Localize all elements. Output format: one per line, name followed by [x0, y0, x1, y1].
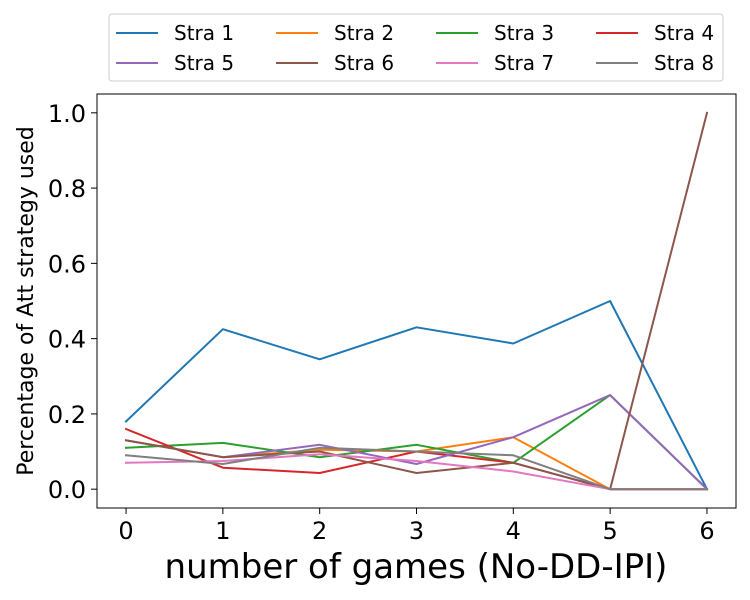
- y-tick-label: 0.6: [48, 250, 86, 278]
- legend-label-3: Stra 3: [494, 21, 554, 45]
- x-tick-label: 1: [215, 517, 230, 545]
- legend-label-2: Stra 2: [334, 21, 394, 45]
- legend-box: [108, 13, 724, 82]
- y-tick-label: 0.2: [48, 401, 86, 429]
- series-line-1: [124, 300, 709, 491]
- series-line-8: [124, 446, 708, 491]
- y-tick-label: 0.0: [48, 476, 86, 504]
- series-line-3: [124, 394, 709, 491]
- series-line-7: [124, 453, 708, 491]
- y-tick-label: 1.0: [48, 100, 86, 128]
- plot-area: 0 1 2 3 4 5 6 0.0 0.2 0.4 0.6 0.8 1.0: [48, 93, 737, 545]
- series-line-5: [124, 394, 709, 491]
- x-tick-label: 6: [699, 517, 714, 545]
- series-line-6: [124, 111, 709, 491]
- y-axis-label: Percentage of Att strategy used: [14, 126, 39, 476]
- legend-label-4: Stra 4: [654, 21, 714, 45]
- x-axis-label: number of games (No-DD-IPI): [165, 547, 668, 587]
- legend-label-1: Stra 1: [174, 21, 234, 45]
- series-line-4: [124, 427, 708, 491]
- x-tick-label: 2: [312, 517, 327, 545]
- x-tick-label: 4: [506, 517, 521, 545]
- legend-label-7: Stra 7: [494, 51, 554, 75]
- x-tick-label: 3: [409, 517, 424, 545]
- legend-label-5: Stra 5: [174, 51, 234, 75]
- y-tick-label: 0.4: [48, 326, 86, 354]
- legend-label-8: Stra 8: [654, 51, 714, 75]
- y-tick-label: 0.8: [48, 175, 86, 203]
- x-tick-label: 0: [118, 517, 133, 545]
- legend-label-6: Stra 6: [334, 51, 394, 75]
- x-tick-label: 5: [602, 517, 617, 545]
- legend: Stra 1 Stra 2 Stra 3 Stra 4 Stra 5 Stra 6 Stra…: [108, 13, 724, 82]
- plot-frame: [96, 93, 737, 509]
